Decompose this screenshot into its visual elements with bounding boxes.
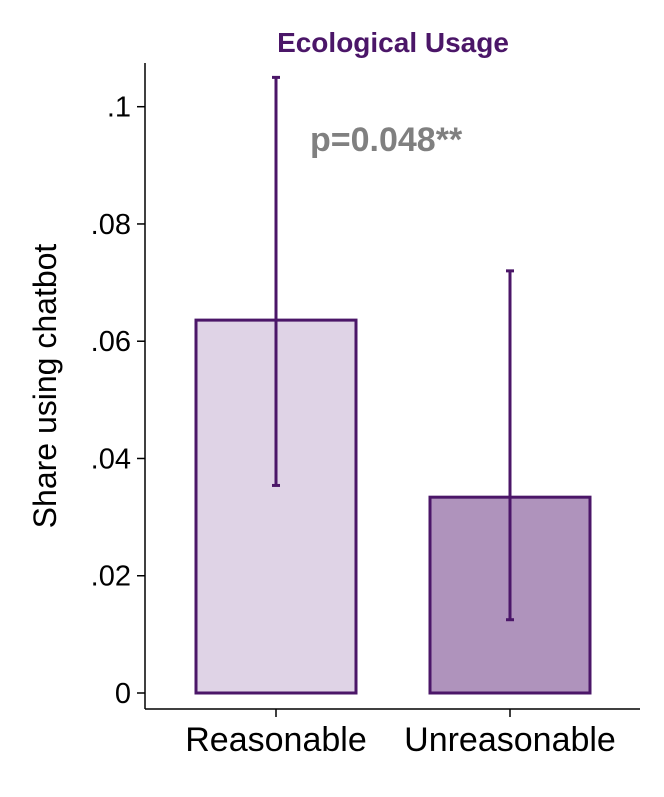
y-tick-label: .06 xyxy=(91,326,131,358)
p-value-annotation: p=0.048** xyxy=(310,121,463,159)
y-tick-label: .1 xyxy=(107,92,131,124)
y-tick-label: 0 xyxy=(115,678,131,710)
y-axis-title: Share using chatbot xyxy=(27,244,63,529)
x-tick-label: Reasonable xyxy=(185,721,366,759)
y-tick-label: .08 xyxy=(91,209,131,241)
x-tick-label: Unreasonable xyxy=(404,721,616,759)
chart-title: Ecological Usage xyxy=(277,27,509,58)
y-tick-label: .02 xyxy=(91,561,131,593)
y-tick-label: .04 xyxy=(91,443,131,475)
plot-area: 0 .02 .04 .06 .08 .1 Reasonable Unreasonable xyxy=(91,63,640,759)
